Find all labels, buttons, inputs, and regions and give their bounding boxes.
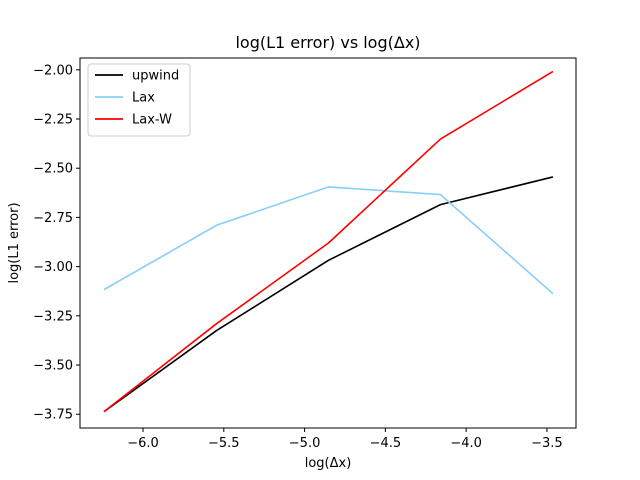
y-axis-ticks: −3.75 −3.50 −3.25 −3.00 −2.75 −2.50 −2.25 −2.00 (33, 63, 80, 423)
y-tick-label: −3.25 (33, 309, 73, 324)
x-tick-label: −6.0 (127, 436, 159, 451)
x-axis-label: log(Δx) (305, 456, 352, 471)
y-tick-label: −2.25 (33, 113, 73, 128)
y-tick-label: −3.50 (33, 359, 73, 374)
y-tick-label: −3.75 (33, 408, 73, 423)
y-axis-label: log(L1 error) (7, 202, 22, 283)
legend-label: Lax (132, 91, 155, 106)
series-line-upwind (103, 176, 554, 413)
x-tick-label: −4.0 (450, 436, 482, 451)
series-line-lax (103, 186, 554, 294)
plot-frame (79, 57, 577, 429)
plot-lines (103, 70, 554, 413)
x-tick-label: −5.5 (208, 436, 240, 451)
x-tick-label: −4.5 (370, 436, 402, 451)
legend-box (87, 63, 191, 137)
chart-title: log(L1 error) vs log(Δx) (235, 33, 420, 52)
series-line-lax-w (103, 70, 554, 413)
y-tick-label: −2.50 (33, 162, 73, 177)
x-tick-label: −3.5 (531, 436, 563, 451)
legend-label: upwind (132, 69, 179, 84)
legend: upwind Lax Lax-W (87, 63, 191, 137)
x-tick-label: −5.0 (289, 436, 321, 451)
y-tick-label: −3.00 (33, 260, 73, 275)
y-tick-label: −2.75 (33, 211, 73, 226)
legend-label: Lax-W (132, 113, 172, 128)
x-axis-ticks: −6.0 −5.5 −5.0 −4.5 −4.0 −3.5 (127, 428, 563, 451)
y-tick-label: −2.00 (33, 63, 73, 78)
